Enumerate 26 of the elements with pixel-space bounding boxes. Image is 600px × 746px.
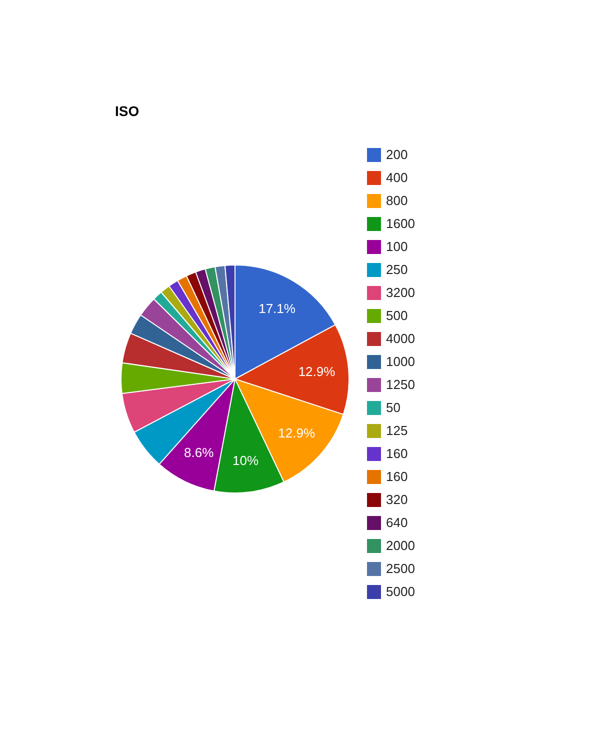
legend-label: 160 [386,446,408,461]
legend-label: 800 [386,193,408,208]
legend-label: 400 [386,170,408,185]
legend-label: 1250 [386,377,415,392]
data-label: 12.9% [278,426,316,441]
legend-label: 500 [386,308,408,323]
legend-label: 160 [386,469,408,484]
legend-label: 640 [386,515,408,530]
legend-label: 200 [386,147,408,162]
legend-label: 100 [386,239,408,254]
data-label: 10% [232,452,259,468]
legend-label: 250 [386,262,408,277]
data-label: 8.6% [184,445,214,460]
legend-label: 125 [386,423,408,438]
chart-title: ISO [115,103,140,119]
legend-label: 320 [386,492,408,507]
legend-label: 5000 [386,584,415,599]
legend-label: 1600 [386,216,415,231]
legend-label: 1000 [386,354,415,369]
data-label: 12.9% [298,364,336,380]
legend-label: 2000 [386,538,415,553]
legend-label: 4000 [386,331,415,346]
legend-label: 3200 [386,285,415,300]
legend-label: 2500 [386,561,415,576]
data-label: 17.1% [258,301,296,316]
legend-label: 50 [386,400,400,415]
